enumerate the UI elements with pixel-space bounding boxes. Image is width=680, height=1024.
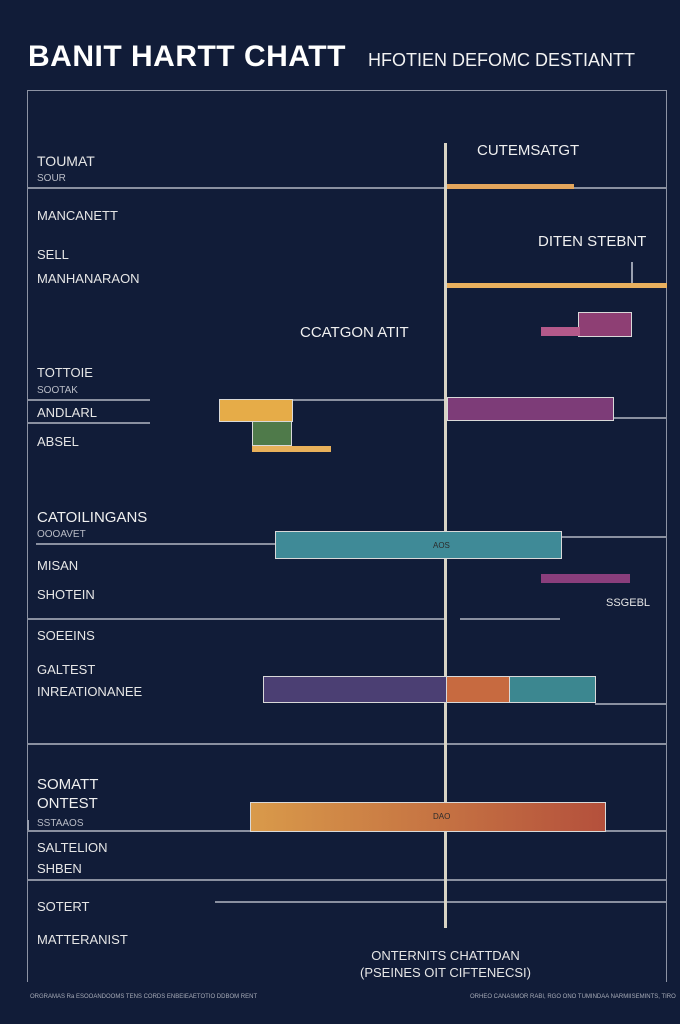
annotation-diten-stebnt: DITEN STEBNT [538,233,647,250]
row-label-ontest: ONTEST [37,795,98,812]
row-label-somatt: SOMATT [37,776,99,793]
chart-subtitle: HFOTIEN DEFOMC DESTIANTT [368,50,635,70]
row-label-sell: SELL [37,247,69,262]
bar-absel-green [252,421,292,446]
row-divider [27,743,667,745]
row-divider [27,187,444,189]
row-label-andlarl: ANDLARL [37,405,97,420]
bar-label-dao: DAO [433,812,451,821]
bar-catoilingans-teal [275,531,562,559]
bar-andlarl-purple [447,397,614,421]
bar-inreation-indigo [263,676,448,703]
row-divider [27,422,150,424]
row-divider [595,703,667,705]
footnote-left: ORGRAMAS Ra ESOOANDOOMS TENS CORDS ENBEI… [30,994,258,1000]
row-label-ontest-sub: SSTAAOS [37,818,84,829]
bar-ontest-gradient [250,802,606,832]
annotation-ssgebl: SSGEBL [606,597,651,609]
row-divider [27,399,150,401]
bar-misan-purple [541,574,630,583]
row-label-totiole-sub: SOOTAK [37,385,78,396]
row-label-matteranist: MATTERANIST [37,932,128,947]
caption-line-2: (PSEINES OIT CIFTENECSI) [360,964,531,980]
bar-ccatgon-purple [578,312,632,337]
row-label-toumat-sub: SOUR [37,173,66,184]
row-divider [460,618,560,620]
row-divider [27,830,250,832]
row-divider [614,417,667,419]
row-label-saltelion: SALTELION [37,840,108,855]
chart-caption: ONTERNITS CHATTDAN (PSEINES OIT CIFTENEC… [360,948,531,982]
caption-line-1: ONTERNITS CHATTDAN [371,948,520,963]
bar-andlarl-yellow [219,399,293,422]
row-label-soeeins: SOEEINS [37,628,95,643]
footnote-right: ORHEO CANASMOR RABI, RGO ONO TUMINDAA NA… [470,994,676,1000]
row-divider [562,536,667,538]
chart-title: BANIT HARTT CHATT [28,40,346,73]
row-label-catoilingans: CATOILINGANS [37,509,148,526]
row-label-totiole: TOTTOIE [37,365,93,380]
row-divider [27,618,444,620]
row-label-manganett: MANCANETT [37,208,118,223]
bar-mainhanaon-orange [447,283,667,288]
bar-absel-orange [252,446,331,452]
row-divider [215,901,667,903]
bar-ccatgon-pink [541,327,580,336]
bar-label-aos: AOS [433,541,450,550]
row-label-shben: SHBEN [37,861,82,876]
row-label-misan: MISAN [37,558,79,573]
row-divider [605,830,667,832]
row-label-catoilingans-sub: OOOAVET [37,529,86,540]
bar-inreation-orange [446,676,511,703]
annotation-ccatgon-atit: CCATGON ATIT [300,324,409,341]
row-label-inreationanee: INREATIONANEE [37,684,143,699]
row-label-sotert: SOTERT [37,899,90,914]
bar-toumat-orange [447,184,574,189]
annotation-cutemsatgt: CUTEMSATGT [477,142,580,159]
bar-inreation-teal [509,676,596,703]
row-label-toumat: TOUMAT [37,153,95,169]
row-label-mainhanaon: MANHANARAON [37,271,140,286]
row-label-absel: ABSEL [37,434,79,449]
row-label-galtest: GALTEST [37,662,96,677]
row-divider [292,399,444,401]
connector-line [27,820,29,830]
row-label-shoten: SHOTEIN [37,587,95,602]
connector-line [631,262,633,284]
row-divider [36,543,276,545]
row-divider [27,879,667,881]
